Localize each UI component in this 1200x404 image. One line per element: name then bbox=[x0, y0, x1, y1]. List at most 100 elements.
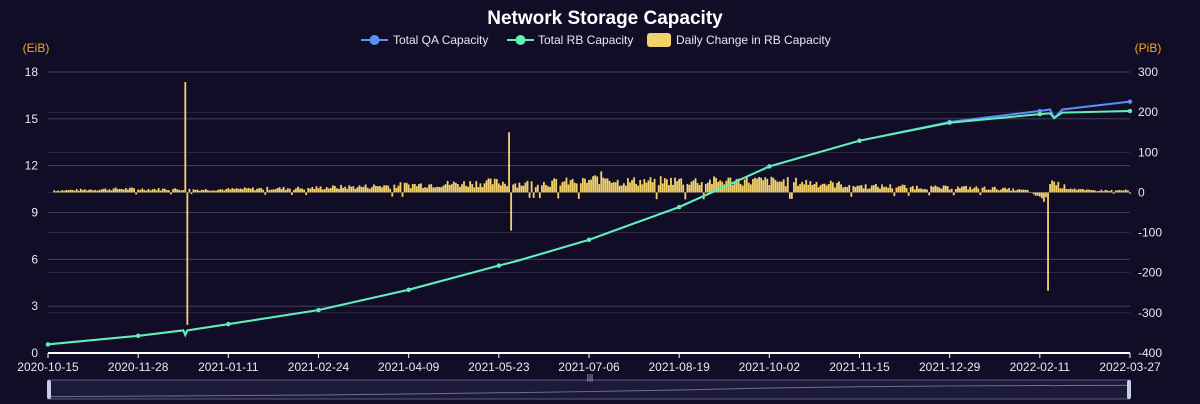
daily-change-bar bbox=[1020, 189, 1023, 193]
x-tick-label: 2021-11-15 bbox=[829, 360, 890, 374]
data-zoom-slider[interactable]: ||| bbox=[47, 373, 1131, 400]
daily-change-bar bbox=[96, 190, 99, 193]
daily-change-bar bbox=[247, 187, 250, 193]
x-tick-label: 2021-12-29 bbox=[919, 360, 981, 374]
daily-change-bar bbox=[426, 187, 429, 193]
daily-change-bar bbox=[495, 179, 498, 193]
y-right-tick-label: 100 bbox=[1138, 145, 1158, 159]
daily-change-bar bbox=[698, 184, 701, 193]
daily-change-bar bbox=[852, 185, 855, 193]
y-left-tick-label: 12 bbox=[25, 159, 39, 173]
daily-change-bar bbox=[1024, 189, 1027, 193]
daily-change-bar bbox=[63, 190, 66, 193]
daily-change-bar bbox=[528, 192, 531, 198]
daily-change-bar bbox=[86, 190, 88, 193]
daily-change-bar bbox=[854, 187, 857, 193]
daily-change-bar bbox=[711, 184, 713, 193]
daily-change-bar bbox=[987, 189, 990, 193]
daily-change-bar bbox=[868, 188, 871, 193]
legend-item-daily-change-rb-capacity[interactable]: Daily Change in RB Capacity bbox=[647, 33, 831, 47]
daily-change-bar bbox=[665, 179, 668, 193]
daily-change-bar bbox=[530, 181, 533, 193]
daily-change-bar bbox=[338, 188, 340, 193]
daily-change-bar bbox=[479, 183, 482, 193]
legend-label-total-rb-capacity: Total RB Capacity bbox=[538, 33, 633, 47]
x-tick-label: 2021-02-24 bbox=[288, 360, 350, 374]
daily-change-bar bbox=[420, 183, 422, 193]
daily-change-bar bbox=[997, 190, 1000, 193]
daily-change-bar bbox=[1071, 189, 1074, 193]
qa-data-point bbox=[1127, 99, 1133, 104]
daily-change-bar bbox=[575, 183, 578, 193]
daily-change-bar bbox=[122, 189, 125, 193]
daily-change-bar bbox=[862, 188, 865, 193]
daily-change-bar bbox=[264, 192, 267, 195]
daily-change-bar bbox=[192, 189, 195, 193]
daily-change-bar bbox=[772, 177, 775, 193]
daily-change-bar bbox=[508, 132, 510, 193]
daily-change-bar bbox=[1092, 190, 1095, 193]
daily-change-bar bbox=[879, 188, 881, 193]
daily-change-bar bbox=[567, 184, 570, 193]
daily-change-bar bbox=[69, 189, 72, 193]
daily-change-bar bbox=[645, 182, 648, 193]
y-right-tick-label: -300 bbox=[1138, 306, 1162, 320]
daily-change-bar bbox=[981, 187, 984, 193]
legend-item-total-qa-capacity[interactable]: Total QA Capacity bbox=[361, 33, 488, 47]
daily-change-bar bbox=[309, 188, 312, 193]
chart-title: Network Storage Capacity bbox=[487, 8, 723, 29]
data-zoom-right-handle[interactable] bbox=[1127, 380, 1131, 399]
legend-item-total-rb-capacity[interactable]: Total RB Capacity bbox=[507, 33, 633, 47]
daily-change-bar bbox=[643, 179, 646, 193]
daily-change-bar bbox=[565, 177, 568, 193]
daily-change-bar bbox=[79, 188, 82, 193]
daily-change-bar bbox=[409, 188, 412, 193]
daily-change-bar bbox=[288, 188, 291, 193]
y-left-tick-label: 6 bbox=[31, 252, 38, 266]
data-zoom-left-handle[interactable] bbox=[47, 380, 51, 399]
daily-change-bar bbox=[313, 188, 316, 193]
daily-change-bar bbox=[446, 180, 449, 193]
daily-change-bar bbox=[553, 178, 556, 193]
daily-change-bar bbox=[98, 190, 101, 193]
daily-change-bar bbox=[1088, 189, 1090, 193]
data-zoom-grip-icon[interactable]: ||| bbox=[587, 373, 593, 382]
daily-change-bar bbox=[999, 189, 1002, 193]
daily-change-bar bbox=[452, 181, 455, 193]
daily-change-bar bbox=[342, 187, 344, 193]
daily-change-bar bbox=[612, 182, 615, 193]
daily-change-bar bbox=[266, 186, 269, 193]
daily-change-bar bbox=[795, 177, 797, 193]
daily-change-bar bbox=[387, 185, 390, 193]
daily-change-bar bbox=[1098, 190, 1101, 193]
daily-change-bar bbox=[657, 185, 660, 193]
daily-change-bar bbox=[834, 187, 836, 193]
daily-change-bar bbox=[547, 186, 549, 193]
daily-change-bar bbox=[889, 184, 892, 193]
daily-change-bar bbox=[893, 192, 896, 197]
daily-change-bar bbox=[219, 189, 222, 193]
daily-change-bar bbox=[293, 189, 295, 193]
daily-change-bar bbox=[668, 185, 670, 193]
daily-change-bar bbox=[153, 188, 156, 193]
daily-change-bar bbox=[967, 189, 970, 193]
daily-change-bar bbox=[848, 184, 851, 193]
daily-change-bar bbox=[809, 181, 812, 193]
daily-change-bar bbox=[184, 82, 187, 193]
daily-change-bar bbox=[276, 188, 279, 193]
daily-change-bar bbox=[1055, 185, 1058, 193]
daily-change-bar bbox=[415, 186, 418, 193]
daily-change-bar bbox=[872, 185, 875, 193]
daily-change-bar bbox=[635, 183, 638, 193]
daily-change-bar bbox=[428, 184, 431, 193]
daily-change-bar bbox=[684, 192, 687, 200]
daily-change-bar bbox=[969, 186, 972, 193]
daily-change-bar bbox=[807, 184, 810, 193]
daily-change-bar bbox=[829, 180, 832, 193]
daily-change-bar bbox=[739, 183, 742, 193]
y-left-tick-label: 0 bbox=[31, 346, 38, 360]
daily-change-bar bbox=[569, 180, 572, 193]
y-right-tick-label: 200 bbox=[1138, 105, 1158, 119]
daily-change-bar bbox=[938, 187, 941, 193]
daily-change-bar bbox=[819, 185, 822, 193]
